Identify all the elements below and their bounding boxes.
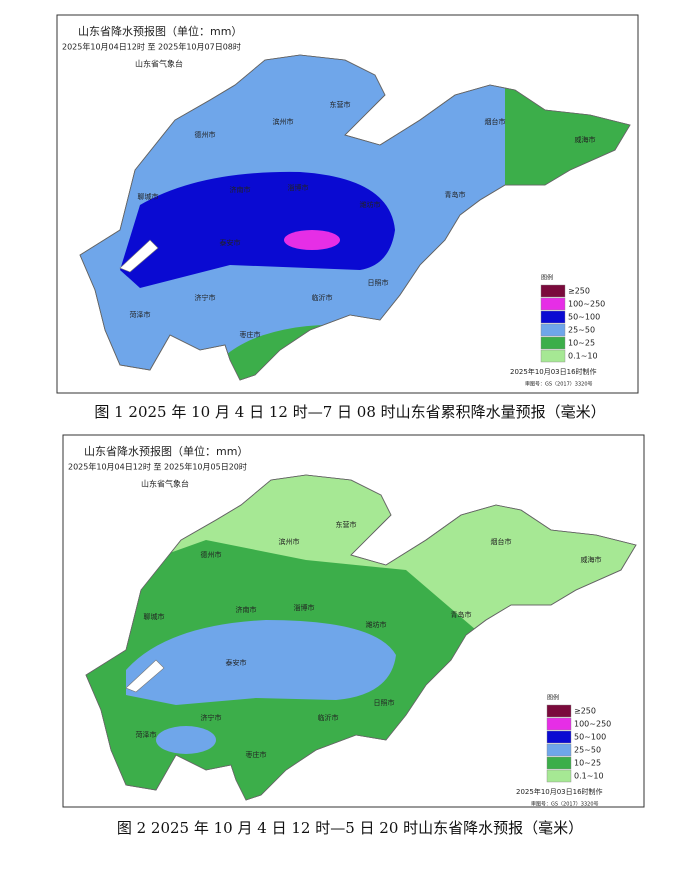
legend-swatch (546, 769, 572, 783)
legend-label: 50~100 (574, 733, 606, 742)
city-label: 青岛市 (451, 610, 472, 619)
legend-label: 10~25 (574, 759, 601, 768)
issuer: 山东省气象台 (135, 59, 183, 69)
legend-label: 0.1~10 (574, 772, 604, 781)
city-label: 枣庄市 (246, 750, 267, 759)
city-label: 日照市 (374, 698, 395, 707)
city-label: 德州市 (195, 130, 216, 139)
legend-swatch (540, 310, 566, 324)
province-border (85, 474, 637, 801)
rain-zone (120, 171, 395, 288)
legend-swatch (540, 349, 566, 363)
province-border (79, 54, 631, 381)
city-label: 潍坊市 (360, 200, 381, 209)
legend-swatch (540, 284, 566, 298)
legend-swatch (546, 756, 572, 770)
city-label: 枣庄市 (240, 330, 261, 339)
city-label: 泰安市 (220, 238, 241, 247)
city-label: 日照市 (368, 278, 389, 287)
legend-label: 100~250 (574, 720, 611, 729)
legend-label: ≥250 (574, 707, 596, 716)
city-label: 泰安市 (226, 658, 247, 667)
city-label: 菏泽市 (130, 310, 151, 319)
city-label: 青岛市 (445, 190, 466, 199)
sea (125, 659, 165, 693)
legend-label: 0.1~10 (568, 352, 598, 361)
city-label: 潍坊市 (366, 620, 387, 629)
city-label: 威海市 (575, 135, 596, 144)
made-time: 2025年10月03日16时制作 (510, 367, 597, 376)
legend-swatch (540, 297, 566, 311)
city-label: 东营市 (330, 100, 351, 109)
approval-no: 审图号：GS（2017）3320号 (531, 801, 599, 808)
approval-no: 审图号：GS（2017）3320号 (525, 381, 593, 388)
city-label: 德州市 (201, 550, 222, 559)
legend-title: 图例 (541, 274, 553, 282)
city-label: 聊城市 (138, 192, 159, 201)
city-label: 烟台市 (491, 537, 512, 546)
legend-label: 10~25 (568, 339, 595, 348)
made-time: 2025年10月03日16时制作 (516, 787, 603, 796)
legend-swatch (546, 743, 572, 757)
legend-title: 图例 (547, 694, 559, 702)
city-label: 滨州市 (279, 537, 300, 546)
legend-label: ≥250 (568, 287, 590, 296)
rain-zone (156, 726, 216, 754)
time-range: 2025年10月04日12时 至 2025年10月05日20时 (68, 462, 247, 472)
city-label: 威海市 (581, 555, 602, 564)
legend-swatch (546, 730, 572, 744)
city-label: 临沂市 (312, 293, 333, 302)
legend-swatch (546, 704, 572, 718)
legend-label: 25~50 (574, 746, 601, 755)
city-label: 济南市 (236, 605, 257, 614)
city-label: 淄博市 (294, 603, 315, 612)
city-label: 淄博市 (288, 183, 309, 192)
city-label: 济南市 (230, 185, 251, 194)
city-label: 菏泽市 (136, 730, 157, 739)
city-label: 滨州市 (273, 117, 294, 126)
issuer: 山东省气象台 (141, 479, 189, 489)
rain-zone (126, 620, 396, 705)
legend-swatch (546, 717, 572, 731)
figure-caption: 图 2 2025 年 10 月 4 日 12 时—5 日 20 时山东省降水预报… (117, 819, 583, 837)
rain-zone (284, 230, 340, 250)
city-label: 济宁市 (201, 713, 222, 722)
city-label: 济宁市 (195, 293, 216, 302)
map-title: 山东省降水预报图（单位：mm） (78, 24, 242, 38)
city-label: 烟台市 (485, 117, 506, 126)
map-title: 山东省降水预报图（单位：mm） (84, 444, 248, 458)
city-label: 临沂市 (318, 713, 339, 722)
legend-swatch (540, 336, 566, 350)
legend-label: 25~50 (568, 326, 595, 335)
sea (119, 239, 159, 273)
city-label: 聊城市 (144, 612, 165, 621)
time-range: 2025年10月04日12时 至 2025年10月07日08时 (62, 42, 241, 52)
legend-label: 100~250 (568, 300, 605, 309)
legend-label: 50~100 (568, 313, 600, 322)
legend-swatch (540, 323, 566, 337)
figure-caption: 图 1 2025 年 10 月 4 日 12 时—7 日 08 时山东省累积降水… (94, 403, 605, 421)
city-label: 东营市 (336, 520, 357, 529)
